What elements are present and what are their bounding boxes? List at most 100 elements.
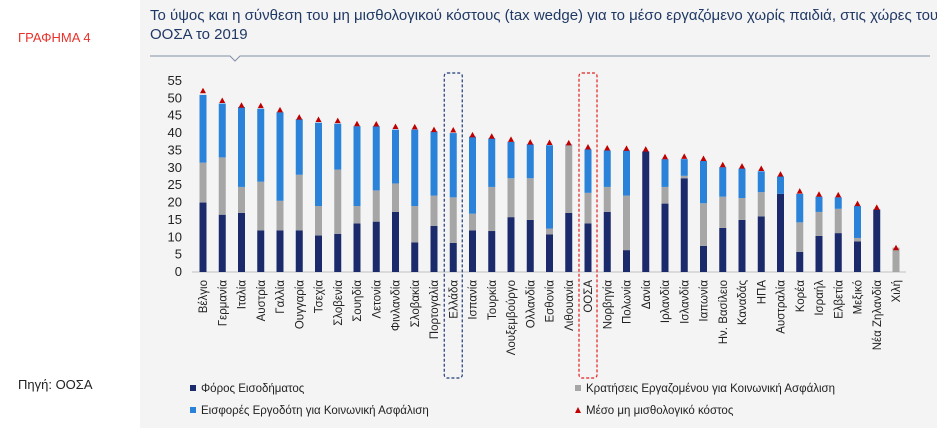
total-marker [469,131,476,138]
bar-segment [661,203,669,272]
x-tick-label: Γερμανία [217,280,229,327]
panel [140,0,937,428]
bar-segment [854,237,861,242]
bar-segment [334,169,342,234]
y-tick-label: 0 [175,264,182,279]
x-tick-label: Γαλλία [275,280,287,314]
total-marker [873,204,880,210]
bar-segment [777,176,784,194]
y-tick-label: 10 [168,229,182,244]
bar-segment [834,208,842,234]
bar-segment [218,214,226,272]
y-tick-label: 45 [168,108,182,123]
bar-segment [719,196,727,228]
x-tick-label: Ιταλία [237,280,249,310]
bar-segment [777,193,784,272]
total-marker [238,102,245,108]
x-tick-label: Ολλανδία [525,280,537,329]
bar-segment [546,145,553,229]
highlight-box [578,72,598,379]
total-marker [257,102,264,109]
highlight-box [443,72,463,379]
y-tick-label: 15 [168,212,182,227]
total-marker [758,165,765,172]
bar-segment [315,122,322,207]
x-tick-label: Δανία [641,280,653,310]
x-tick-label: Χιλή [891,280,903,302]
bar-segment [815,235,823,272]
bar-segment [353,223,361,272]
bar-segment [680,159,688,176]
x-tick-label: Καναδάς [737,280,749,326]
total-marker [277,106,283,113]
title-rule [150,55,930,62]
legend-label: Εισφορές Εργοδότη για Κοινωνική Ασφάλιση [201,405,429,417]
x-tick-label: Αυστραλία [776,280,788,334]
total-marker [411,123,418,130]
bar-segment [469,230,476,272]
bar-segment [334,123,342,170]
bar-segment [507,217,515,272]
x-tick-label: Λουξεμβούργο [506,280,518,355]
bar-segment [488,138,496,187]
total-marker [450,126,457,133]
bar-segment [834,233,842,272]
bar-segment [603,150,611,187]
bar-segment [392,129,399,184]
bar-segment [507,141,515,179]
bar-segment [238,212,245,272]
bar-segment [276,200,284,231]
total-marker [546,139,553,145]
total-marker [854,200,861,207]
legend-swatch [575,385,581,391]
x-tick-label: Μεξικό [853,280,865,314]
x-tick-label: Αυστρία [256,280,268,322]
bar-segment [584,192,592,224]
bar-segment [199,202,207,272]
bar-segment [738,168,746,199]
bar-segment [276,112,284,201]
bar-segment [565,212,573,272]
bar-segment [546,228,553,235]
y-tick-label: 35 [168,142,182,157]
y-tick-label: 20 [168,195,182,210]
x-tick-label: ΗΠΑ [756,280,768,305]
x-tick-label: ΟΟΣΑ [583,280,595,313]
y-tick-label: 5 [175,247,182,262]
bar-segment [623,195,630,251]
total-marker [893,244,899,251]
bar-segment [584,223,592,272]
y-tick-label: 40 [168,125,182,140]
bar-segment [700,160,707,204]
total-marker [739,163,745,169]
bar-segment [449,197,457,243]
bar-segment [372,190,380,222]
bar-segment [738,219,746,272]
bar-segment [430,225,438,272]
bar-segment [315,206,322,236]
bar-segment [315,235,322,272]
total-marker [431,126,437,133]
total-marker [604,145,611,151]
bar-segment [873,209,881,272]
x-tick-label: Εσθονία [545,280,557,323]
bar-segment [719,167,727,197]
bar-segment [815,196,823,212]
bar-segment [353,126,361,207]
bar-segment [411,206,419,243]
y-tick-label: 25 [168,177,182,192]
x-tick-label: Ην. Βασίλειο [718,280,730,344]
total-marker [700,155,707,161]
bar-segment [526,144,534,179]
bar-segment [238,186,245,213]
chart-title: Το ύψος και η σύνθεση του μη μισθολογικο… [150,7,937,43]
y-tick-label: 30 [168,160,182,175]
x-tick-label: Βέλγιο [198,280,210,313]
bar-segment [430,131,438,196]
x-tick-label: Νέα Ζηλανδία [872,280,884,351]
x-tick-label: Ουγγαρία [294,280,306,329]
bar-segment [757,171,765,193]
bar-segment [218,157,226,215]
